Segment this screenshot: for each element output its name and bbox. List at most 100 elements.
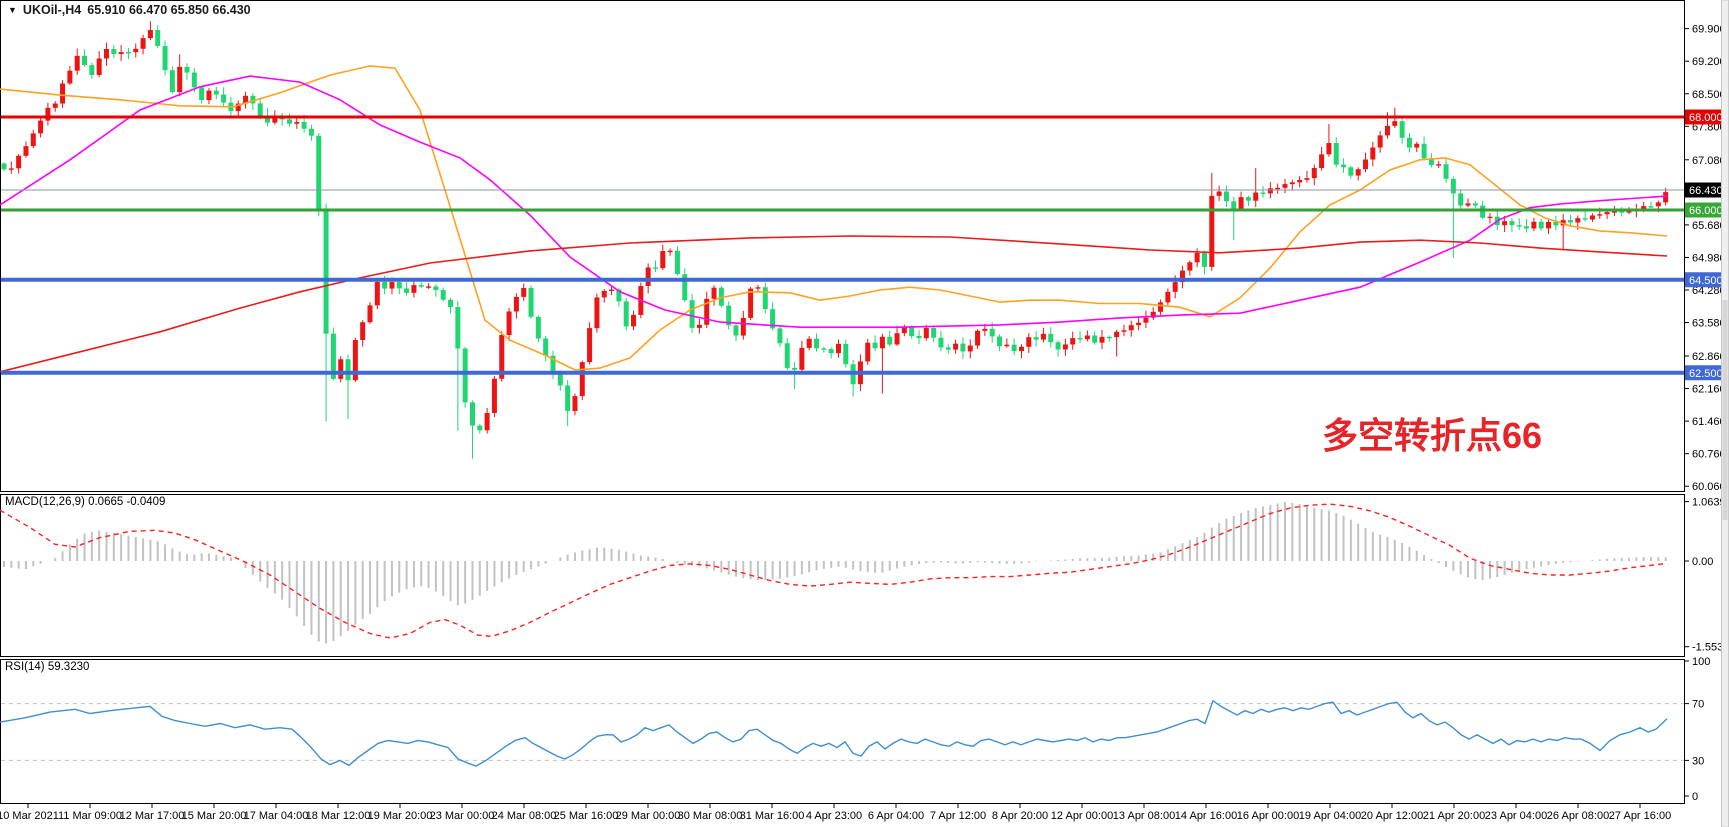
candle <box>16 155 22 169</box>
candle <box>367 305 373 323</box>
time-tick-label: 6 Apr 04:00 <box>868 810 924 822</box>
candle <box>45 107 51 121</box>
candle <box>221 94 227 103</box>
candle <box>1289 182 1295 185</box>
price-badge <box>1685 365 1723 381</box>
candle <box>535 316 541 339</box>
candle <box>462 348 468 403</box>
candle <box>162 45 168 71</box>
candles-group <box>1 21 1669 459</box>
candle <box>1209 195 1215 267</box>
candle <box>777 328 783 344</box>
price-badge <box>1685 182 1723 198</box>
rsi-indicator-label: RSI(14) 59.3230 <box>5 661 90 673</box>
scrollbar-thumb[interactable] <box>1722 300 1728 520</box>
candle <box>1663 192 1669 203</box>
time-tick-label: 25 Mar 16:00 <box>554 810 619 822</box>
price-axis[interactable]: 69.90069.20068.50067.80067.08065.68064.9… <box>1684 24 1726 494</box>
candle <box>1524 226 1530 229</box>
indicator-axes: 1.0639 0.00 -1.5536 100 70 30 0 <box>1684 497 1729 803</box>
time-tick-label: 11 Mar 09:00 <box>58 810 122 822</box>
candle <box>1055 342 1061 350</box>
candle <box>1582 218 1588 220</box>
candle <box>1253 192 1259 201</box>
price-badge <box>1685 272 1723 288</box>
candle <box>1077 338 1083 340</box>
candle <box>1048 333 1054 343</box>
time-tick-label: 24 Mar 08:00 <box>492 810 557 822</box>
candle <box>1260 192 1266 194</box>
candle <box>623 301 629 327</box>
symbol-timeframe-label: UKOil-,H4 <box>22 3 82 17</box>
candle <box>594 297 600 329</box>
rsi-pane[interactable] <box>0 659 1685 804</box>
price-badge-label: 66.000 <box>1689 205 1723 217</box>
macd-pane[interactable] <box>0 494 1685 657</box>
candle <box>374 282 380 306</box>
macd-axis-label: 1.0639 <box>1692 497 1726 509</box>
candle <box>396 282 402 289</box>
candle <box>1033 337 1039 340</box>
candle <box>345 359 351 381</box>
candle <box>323 209 329 334</box>
candle <box>389 282 395 289</box>
price-tick-label: 68.500 <box>1692 89 1726 101</box>
candle <box>308 128 314 136</box>
candle <box>418 285 424 287</box>
candle <box>674 250 680 275</box>
time-tick-label: 12 Apr 00:00 <box>1051 810 1113 822</box>
candle <box>748 288 754 318</box>
candle <box>440 290 446 300</box>
candle <box>660 251 666 269</box>
time-tick-label: 7 Apr 12:00 <box>930 810 986 822</box>
ma-orange-line <box>0 65 1668 371</box>
candle <box>38 120 44 134</box>
candle <box>770 309 776 329</box>
candle <box>982 328 988 331</box>
ma-red-line <box>0 235 1668 373</box>
price-badge <box>1685 202 1723 218</box>
candle <box>587 328 593 363</box>
time-tick-label: 14 Apr 16:00 <box>1175 810 1237 822</box>
candle <box>579 362 585 397</box>
chart-header: ▼ UKOil-,H4 65.910 66.470 65.850 66.430 <box>8 3 251 17</box>
candle <box>133 48 139 53</box>
candle <box>67 70 73 84</box>
candle <box>469 402 475 426</box>
symbol-dropdown-icon[interactable]: ▼ <box>8 5 17 15</box>
candle <box>1516 225 1522 227</box>
candle <box>887 336 893 345</box>
price-badge-label: 62.500 <box>1689 368 1723 380</box>
candle <box>960 343 966 352</box>
candle <box>916 336 922 339</box>
candle <box>821 348 827 350</box>
candle <box>184 66 190 73</box>
ma-magenta-line <box>0 75 1668 329</box>
candle <box>1326 143 1332 155</box>
main-chart-pane[interactable] <box>0 0 1685 492</box>
candle <box>1575 218 1581 223</box>
time-tick-label: 23 Apr 04:00 <box>1485 810 1547 822</box>
candle <box>835 343 841 354</box>
price-tick-label: 64.280 <box>1692 285 1726 297</box>
candle <box>1092 335 1098 343</box>
candle <box>1421 143 1427 159</box>
candle <box>60 83 66 104</box>
candle <box>1509 221 1515 226</box>
candle <box>301 121 307 129</box>
price-tick-label: 64.980 <box>1692 252 1726 264</box>
candle <box>155 30 161 46</box>
candle <box>901 326 907 334</box>
candle <box>740 317 746 336</box>
candle <box>484 412 490 431</box>
price-tick-label: 65.680 <box>1692 220 1726 232</box>
candle <box>689 300 695 328</box>
candle <box>1194 252 1200 263</box>
candle <box>448 299 454 307</box>
candle <box>945 347 951 350</box>
candle <box>1406 137 1412 148</box>
candle <box>1450 178 1456 194</box>
time-tick-label: 19 Apr 04:00 <box>1299 810 1361 822</box>
